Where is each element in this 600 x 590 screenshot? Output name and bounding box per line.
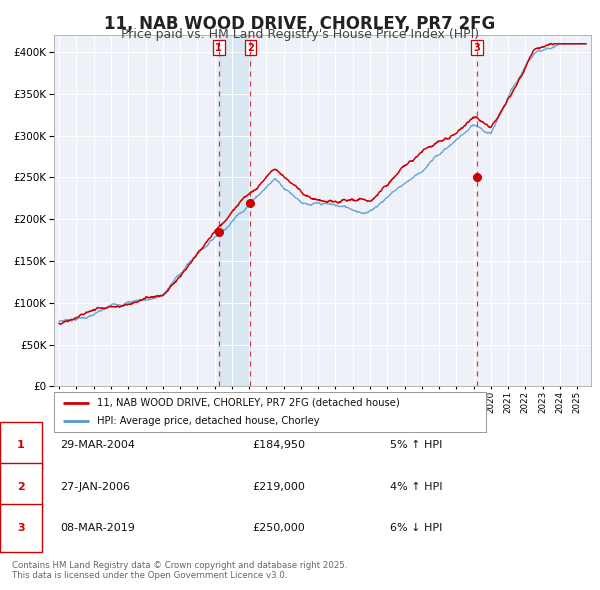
Text: 2: 2 — [247, 42, 254, 53]
Text: 29-MAR-2004: 29-MAR-2004 — [60, 441, 135, 450]
Text: 4% ↑ HPI: 4% ↑ HPI — [390, 482, 443, 491]
Bar — [219, 35, 250, 386]
Text: 2: 2 — [17, 482, 25, 491]
Text: 08-MAR-2019: 08-MAR-2019 — [60, 523, 135, 533]
Text: 11, NAB WOOD DRIVE, CHORLEY, PR7 2FG (detached house): 11, NAB WOOD DRIVE, CHORLEY, PR7 2FG (de… — [97, 398, 400, 408]
Text: 3: 3 — [17, 523, 25, 533]
Text: £219,000: £219,000 — [252, 482, 305, 491]
Text: 1: 1 — [17, 441, 25, 450]
Text: HPI: Average price, detached house, Chorley: HPI: Average price, detached house, Chor… — [97, 416, 320, 426]
Text: 11, NAB WOOD DRIVE, CHORLEY, PR7 2FG: 11, NAB WOOD DRIVE, CHORLEY, PR7 2FG — [104, 15, 496, 33]
Text: £184,950: £184,950 — [252, 441, 305, 450]
Text: 27-JAN-2006: 27-JAN-2006 — [60, 482, 130, 491]
Text: 6% ↓ HPI: 6% ↓ HPI — [390, 523, 442, 533]
Text: £250,000: £250,000 — [252, 523, 305, 533]
Text: 3: 3 — [473, 42, 480, 53]
Text: Price paid vs. HM Land Registry's House Price Index (HPI): Price paid vs. HM Land Registry's House … — [121, 28, 479, 41]
Text: 1: 1 — [215, 42, 222, 53]
Text: 5% ↑ HPI: 5% ↑ HPI — [390, 441, 442, 450]
Text: Contains HM Land Registry data © Crown copyright and database right 2025.
This d: Contains HM Land Registry data © Crown c… — [12, 560, 347, 580]
